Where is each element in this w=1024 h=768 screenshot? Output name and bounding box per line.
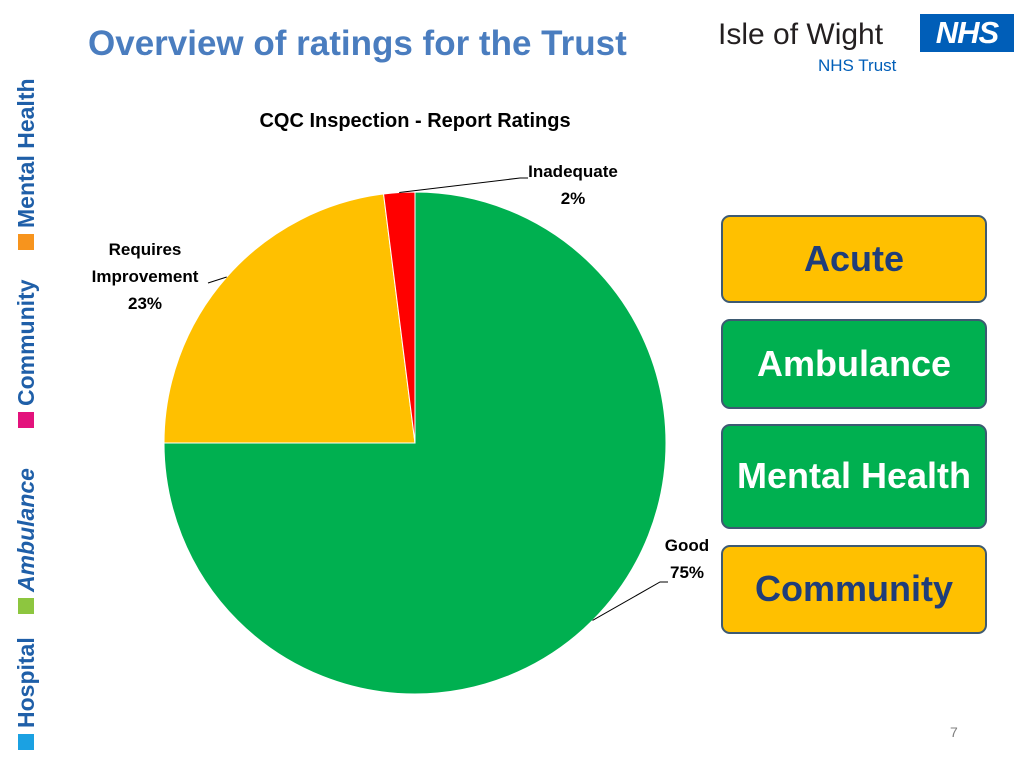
- page-number: 7: [950, 724, 958, 740]
- side-strip: Hospital Ambulance Community Mental Heal…: [8, 22, 48, 750]
- label-good-value: 75%: [669, 563, 705, 582]
- leader-requires-improvement: [207, 276, 227, 284]
- strip-label-mental-health: Mental Health: [13, 78, 39, 228]
- pie-slice-inadequate: [382, 191, 416, 444]
- acute-button[interactable]: Acute: [721, 215, 987, 303]
- strip-label-community: Community: [13, 279, 39, 406]
- logo-trust-name: NHS Trust: [818, 56, 897, 75]
- strip-square-community: [18, 412, 34, 428]
- label-inadequate-value: 2%: [560, 189, 586, 208]
- leader-good: [592, 581, 668, 621]
- nhs-mark: NHS: [920, 14, 1014, 52]
- strip-square-hospital: [18, 734, 34, 750]
- mental-health-button[interactable]: Mental Health: [721, 424, 987, 529]
- ambulance-button[interactable]: Ambulance: [721, 319, 987, 409]
- nhs-logo: Isle of Wight NHS NHS Trust: [716, 8, 1016, 78]
- strip-label-ambulance: Ambulance: [13, 468, 39, 593]
- label-inadequate: Inadequate 2%: [508, 158, 638, 212]
- strip-square-ambulance: [18, 598, 34, 614]
- leader-inadequate: [399, 177, 528, 193]
- label-requires-improvement-value: 23%: [127, 294, 163, 313]
- label-requires-improvement: Requires Improvement 23%: [70, 236, 220, 317]
- strip-label-hospital: Hospital: [13, 637, 39, 728]
- chart-title: CQC Inspection - Report Ratings: [259, 110, 571, 132]
- pie-slice-requires-improvement: [163, 193, 416, 444]
- community-button[interactable]: Community: [721, 545, 987, 634]
- strip-square-mental-health: [18, 234, 34, 250]
- slide-title: Overview of ratings for the Trust: [88, 24, 627, 63]
- label-good: Good 75%: [652, 532, 722, 586]
- label-requires-improvement-name: Requires Improvement: [91, 240, 199, 286]
- label-inadequate-name: Inadequate: [528, 162, 618, 181]
- logo-org-name: Isle of Wight: [718, 18, 884, 51]
- label-good-name: Good: [664, 536, 710, 555]
